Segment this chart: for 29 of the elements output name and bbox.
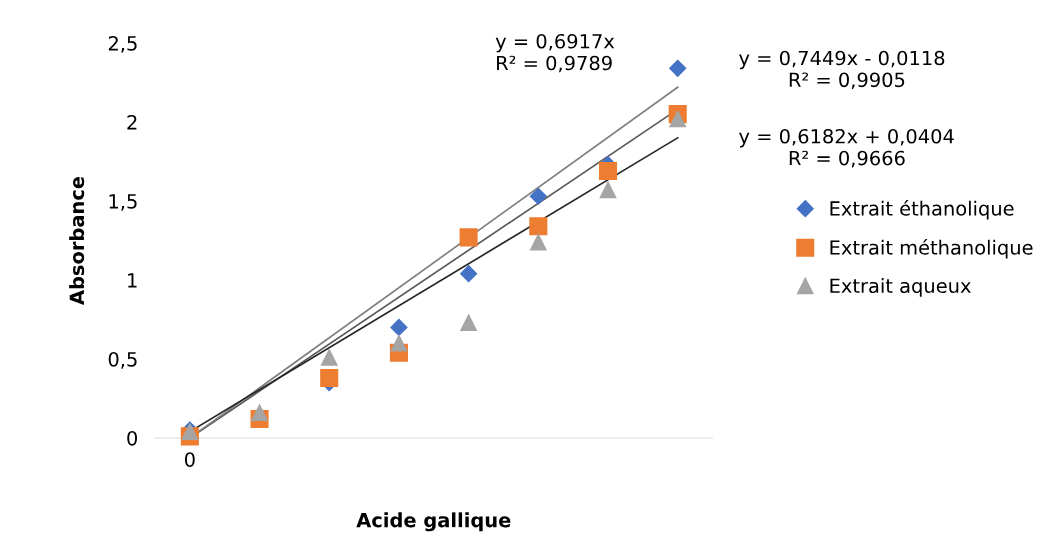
point [669, 59, 687, 77]
point [390, 318, 408, 336]
point [251, 404, 268, 422]
point [320, 349, 338, 366]
point [529, 233, 547, 251]
y-axis-title: Absorbance [69, 176, 85, 305]
y-tick-label: 0 [127, 430, 138, 446]
y-tick-label: 2 [127, 114, 137, 130]
text: y = 0,6182x + 0,0404 R² = 0,9666 [739, 128, 954, 168]
legend-label: Extrait aqueux [830, 278, 971, 297]
point [598, 161, 618, 181]
point [669, 110, 687, 128]
legend-label: Extrait méthanolique [830, 239, 1033, 259]
point [320, 368, 339, 387]
x-axis-title: Acide gallique [356, 512, 511, 532]
y-tick-label: 2,5 [108, 36, 137, 53]
point [599, 181, 617, 199]
point [460, 265, 478, 283]
point [529, 217, 548, 236]
annotation: y = 0,6917x R² = 0,9789 [495, 33, 615, 73]
point [459, 228, 478, 247]
point [390, 334, 408, 352]
point [529, 187, 547, 205]
y-tick-label: 1,5 [109, 194, 137, 211]
point [460, 314, 477, 331]
y-tick-label: 0,5 [108, 351, 137, 369]
y-tick-label: 1 [128, 273, 137, 288]
legend-label: Extrait éthanolique [830, 199, 1014, 220]
text: y = 0,7449x - 0,0118 R² = 0,9905 [739, 50, 945, 90]
